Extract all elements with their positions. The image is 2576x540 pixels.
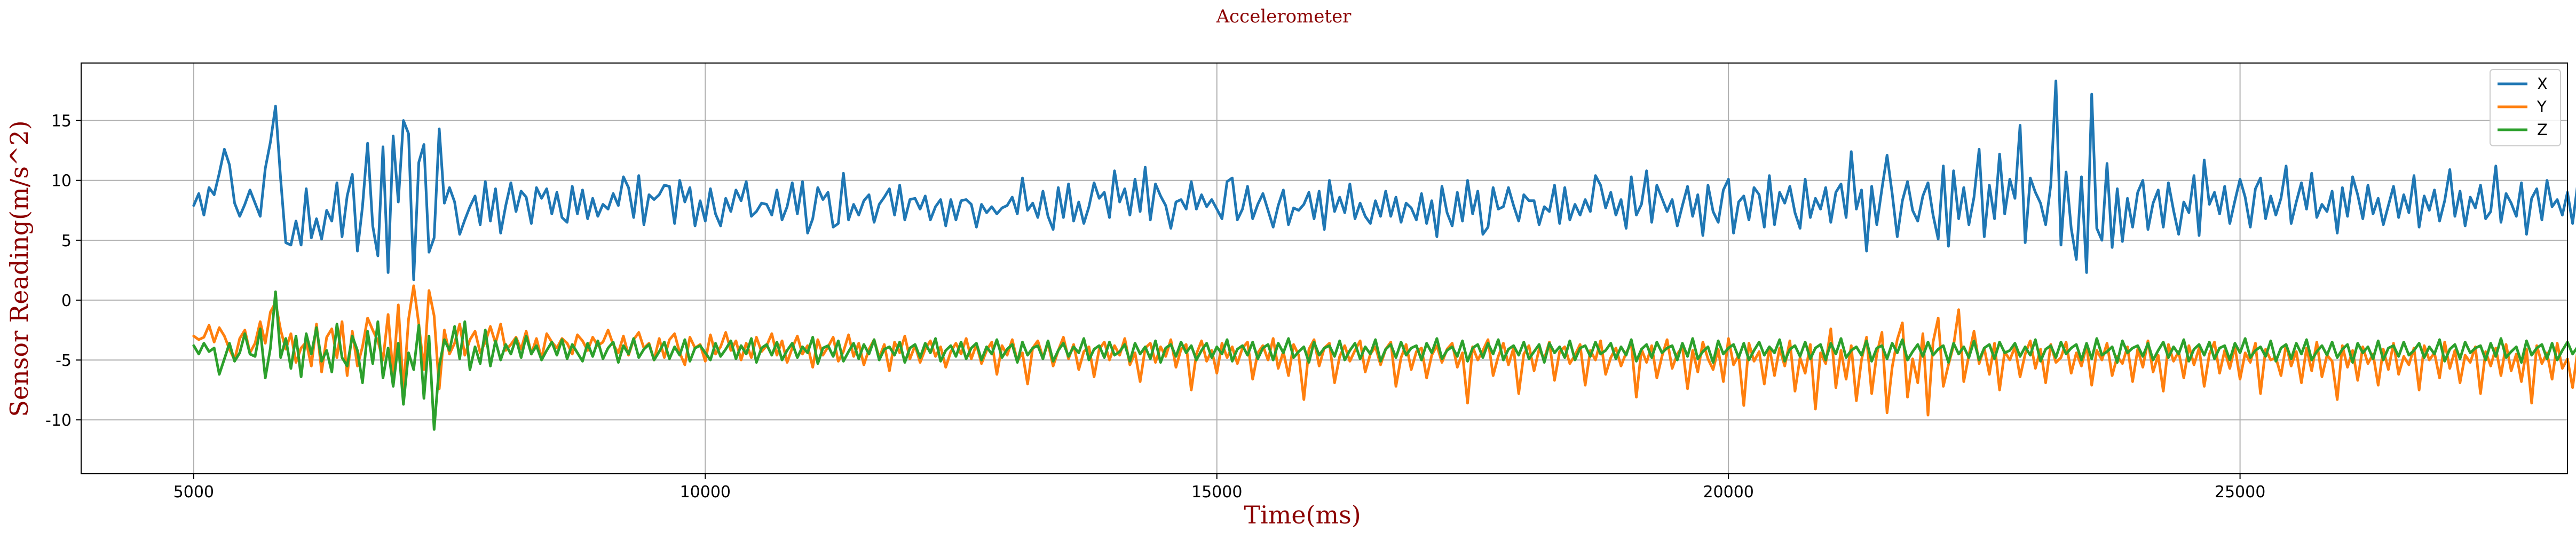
- series-layer: [192, 80, 2576, 431]
- plot-area: [81, 63, 2567, 474]
- series-line-z: [192, 290, 2576, 431]
- x-tick-label: 20000: [1703, 483, 1753, 502]
- legend: XYZ: [2490, 69, 2561, 146]
- chart-title: Accelerometer: [1216, 6, 1352, 27]
- series-line-x: [192, 80, 2576, 281]
- legend-label-x: X: [2537, 75, 2548, 93]
- plot-frame: [81, 62, 2568, 474]
- x-axis-label: Time(ms): [1244, 500, 1361, 529]
- legend-label-y: Y: [2537, 98, 2547, 116]
- y-tick-label: 0: [61, 292, 72, 310]
- y-tick-label: -10: [45, 411, 72, 430]
- x-tick-label: 5000: [173, 483, 214, 502]
- y-tick-label: -5: [56, 351, 72, 370]
- y-tick-label: 10: [51, 172, 72, 191]
- y-axis: -10 -5 0 5 10 15: [45, 112, 81, 430]
- x-tick-label: 10000: [680, 483, 731, 502]
- y-tick-label: 5: [61, 232, 72, 251]
- y-tick-label: 15: [51, 112, 72, 131]
- legend-label-z: Z: [2537, 121, 2548, 139]
- series-line-y: [192, 284, 2576, 417]
- x-axis: 5000 10000 15000 20000 25000: [173, 474, 2265, 502]
- x-tick-label: 25000: [2215, 483, 2265, 502]
- x-tick-label: 15000: [1191, 483, 1242, 502]
- y-axis-label: Sensor Reading(m/s^2): [5, 120, 34, 417]
